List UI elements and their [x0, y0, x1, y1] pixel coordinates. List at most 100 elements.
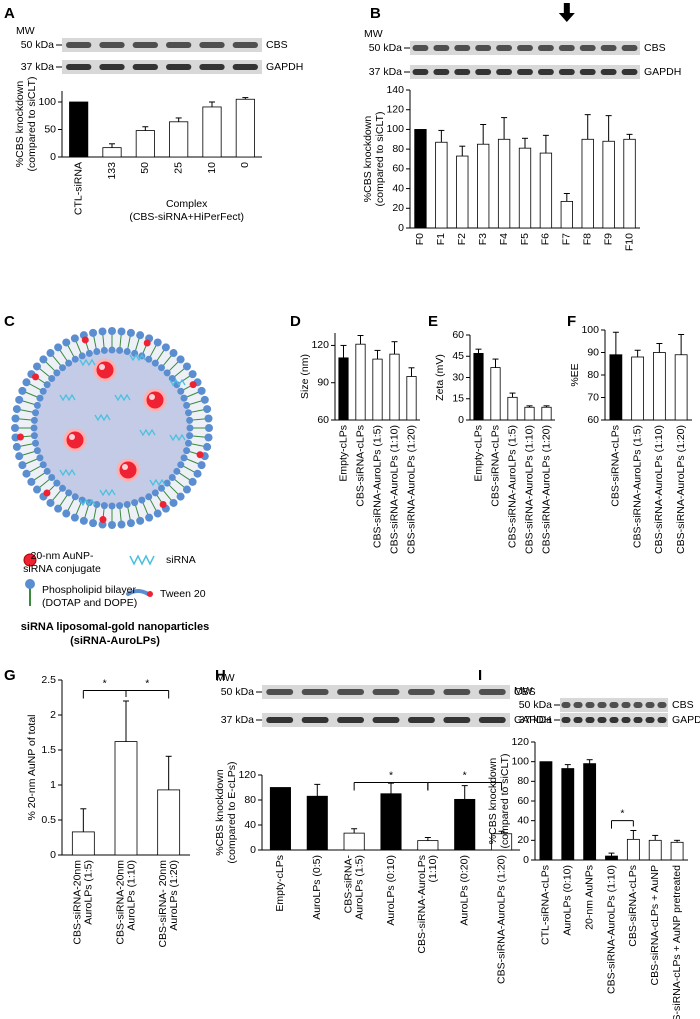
lipid-head	[15, 452, 24, 461]
panel-letter: D	[290, 313, 301, 330]
lipid-head	[186, 432, 194, 440]
bar	[652, 352, 666, 421]
x-tick-label: 133	[106, 162, 118, 180]
y-tick-label: 0	[50, 849, 56, 861]
tween	[32, 373, 40, 381]
lipid-head	[205, 424, 213, 432]
lipid-head	[54, 343, 63, 352]
y-tick-label: 60	[517, 795, 529, 807]
bar	[71, 831, 95, 856]
bar	[539, 152, 553, 229]
blot-band	[301, 717, 329, 723]
bar	[343, 832, 365, 851]
lipid-head	[203, 405, 212, 414]
x-tick-label: 50	[139, 162, 151, 174]
blot-band	[600, 69, 617, 75]
y-axis-label: Size (nm)	[299, 354, 311, 399]
lipid-head	[108, 327, 116, 335]
bar	[102, 147, 122, 158]
lipid-head	[89, 328, 98, 337]
lipid-head	[93, 501, 101, 509]
legend-text: siRNA	[166, 554, 196, 566]
y-axis-label: (compared to siCLT)	[26, 77, 38, 172]
lipid-head	[22, 469, 31, 478]
blot-strip	[62, 38, 262, 52]
x-tick-label: AuroLPs (0:10)	[385, 855, 397, 926]
sirna-icon	[129, 554, 155, 566]
blot-strip	[62, 60, 262, 74]
x-tick-label: CBS-siRNA-AuroLPs (1:20)	[540, 425, 552, 554]
blot-band	[454, 69, 471, 75]
lipid-head	[145, 355, 153, 363]
lipid-head	[53, 369, 61, 377]
blot-band	[558, 45, 575, 51]
sirna	[94, 413, 111, 422]
lipid-head	[182, 485, 191, 494]
lipid-head	[176, 492, 185, 501]
x-tick-label: F2	[456, 233, 468, 245]
lipid-head	[123, 501, 131, 509]
bar	[524, 406, 535, 421]
panel-letter: A	[4, 5, 15, 22]
lipid-head	[62, 338, 71, 347]
panel-letter: E	[428, 313, 438, 330]
lipid-head	[197, 386, 206, 395]
lipid-head	[48, 375, 56, 383]
bar	[670, 841, 684, 861]
lipid-head	[43, 381, 51, 389]
bar	[417, 840, 439, 851]
lipid-head	[193, 469, 202, 478]
x-tick-label: 20-nm AuNPs	[583, 865, 595, 930]
x-tick-label: CBS-siRNA-20nm	[114, 860, 126, 945]
tween	[143, 339, 151, 347]
lipid-head	[123, 347, 131, 355]
bar	[623, 138, 636, 229]
lipid-head	[70, 334, 79, 343]
diagram-caption: (siRNA-AuroLPs)	[70, 635, 160, 647]
y-axis-label: (compared to siCLT)	[374, 112, 386, 207]
x-tick-label: Empty-cLPs	[274, 855, 286, 912]
bar	[561, 768, 575, 861]
y-tick-label: 60	[392, 163, 404, 175]
y-tick-label: 20	[517, 834, 529, 846]
bar	[674, 354, 688, 421]
blot-protein: GAPDH	[644, 66, 681, 78]
blot-band	[372, 689, 400, 695]
blot-band	[66, 64, 92, 70]
lipid-head	[33, 362, 42, 371]
y-tick-label: 100	[38, 96, 56, 108]
y-axis-label: (compared to E-cLPs)	[226, 761, 238, 863]
sirna	[139, 428, 156, 437]
lipid-head	[89, 519, 98, 528]
blot-band	[585, 702, 595, 708]
lipid-head	[11, 414, 20, 423]
bar	[338, 357, 349, 421]
bar	[541, 406, 552, 421]
blot-protein: GAPDH	[672, 714, 700, 726]
y-axis-label: Zeta (mV)	[434, 354, 446, 401]
lipid-head	[157, 364, 165, 372]
aunp	[116, 458, 140, 482]
y-axis-label: %CBS knockdown	[487, 758, 499, 845]
lipid-head	[145, 493, 153, 501]
lipid-head	[188, 477, 197, 486]
y-axis-label: %CBS knockdown	[362, 116, 374, 203]
bar	[406, 376, 417, 421]
lipid-head	[98, 327, 107, 336]
lipid-head	[169, 498, 178, 507]
lipid-head	[33, 447, 41, 455]
lipid-head	[54, 504, 63, 513]
x-tick-label: AuroLPs (0:5)	[311, 855, 323, 920]
sig-label: *	[145, 677, 149, 689]
blot-band	[337, 689, 365, 695]
lipid-head	[39, 355, 48, 364]
blot-protein: CBS	[672, 699, 694, 711]
x-tick-label: CBS-siRNA-AuroLPs (1:10)	[523, 425, 535, 554]
bar	[269, 787, 291, 851]
panel-letter: G	[4, 667, 16, 684]
y-tick-label: 0	[398, 222, 404, 234]
tween	[196, 451, 204, 459]
blot-band	[621, 717, 631, 723]
x-tick-label: CBS-siRNA-AuroLPs (1:20)	[495, 855, 507, 984]
blot-marker: 37 kDa	[21, 61, 54, 73]
